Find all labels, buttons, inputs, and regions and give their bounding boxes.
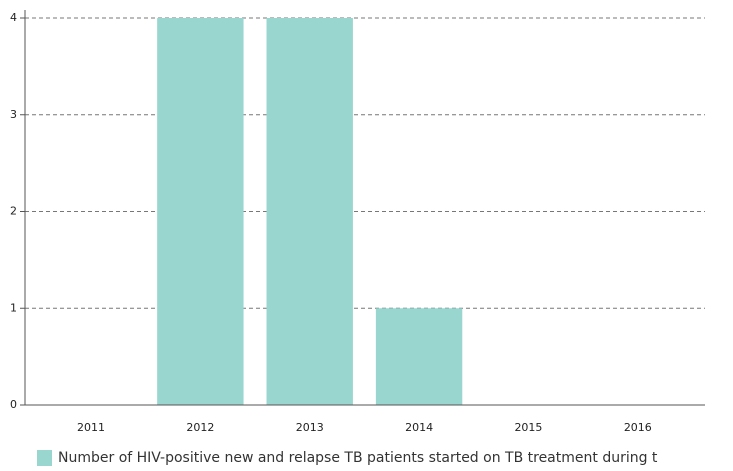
bar [266, 18, 353, 405]
y-tick-label: 1 [10, 301, 17, 314]
x-tick-label: 2011 [77, 421, 105, 434]
x-tick-label: 2014 [405, 421, 433, 434]
y-tick-label: 4 [10, 11, 17, 24]
y-tick-label: 0 [10, 398, 17, 411]
y-tick-label: 3 [10, 108, 17, 121]
x-tick-label: 2015 [514, 421, 542, 434]
legend-text: Number of HIV-positive new and relapse T… [58, 450, 658, 466]
x-tick-label: 2013 [296, 421, 324, 434]
legend-swatch [37, 450, 52, 466]
bar [375, 308, 463, 405]
bar [157, 18, 244, 405]
y-tick-label: 2 [10, 205, 17, 218]
x-tick-label: 2012 [186, 421, 214, 434]
x-tick-label: 2016 [624, 421, 652, 434]
